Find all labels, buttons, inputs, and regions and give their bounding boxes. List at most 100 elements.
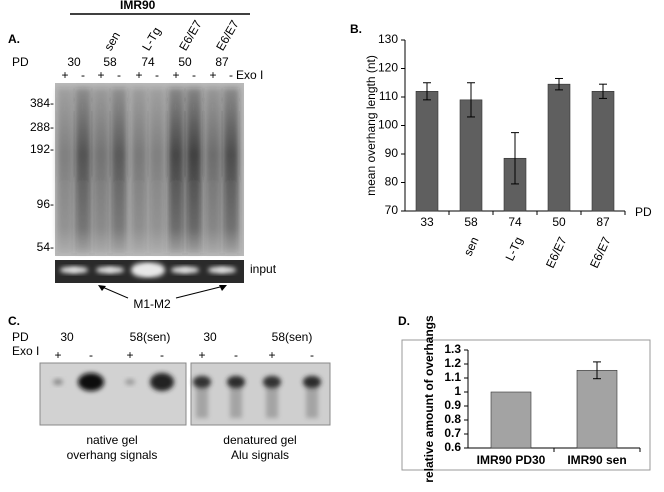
gel-lane xyxy=(186,88,202,253)
bar xyxy=(547,83,571,212)
x-tick-label: IMR90 sen xyxy=(567,453,626,467)
pd-label: PD xyxy=(12,330,29,344)
exo-sign: + xyxy=(126,348,133,362)
gel-smear xyxy=(230,378,242,418)
exo-sign: + xyxy=(135,68,142,82)
pd-value: 74 xyxy=(141,55,155,69)
input-band xyxy=(218,267,236,273)
y-tick-label: 1.2 xyxy=(444,356,461,370)
exo-sign: - xyxy=(192,68,196,82)
y-tick-label: 130 xyxy=(378,32,398,46)
x-category-name: E6/E7 xyxy=(587,234,614,270)
y-tick-label: 1.3 xyxy=(444,342,461,356)
pd-value: 30 xyxy=(67,55,81,69)
pd-value: 50 xyxy=(178,55,192,69)
exo-sign: - xyxy=(234,348,238,362)
sample-name: E6/E7 xyxy=(213,17,242,53)
exo-label: Exo I xyxy=(12,344,39,358)
y-tick-label: 0.6 xyxy=(444,440,461,454)
pd-label: PD xyxy=(12,55,29,69)
size-marker: 288- xyxy=(30,120,54,134)
input-band xyxy=(106,267,124,273)
x-tick-label: 74 xyxy=(508,215,522,229)
gel-lane xyxy=(149,88,165,253)
input-band xyxy=(70,267,88,273)
y-tick-label: 1.1 xyxy=(444,370,461,384)
pd-value: 58(sen) xyxy=(272,330,313,344)
exo-sign: - xyxy=(160,348,164,362)
sample-name: E6/E7 xyxy=(176,17,205,53)
gel-c-native xyxy=(39,362,187,426)
pd-value: 30 xyxy=(60,330,74,344)
size-marker: 54- xyxy=(37,240,54,254)
arrow xyxy=(175,285,225,299)
bar xyxy=(576,369,618,449)
gel-lane xyxy=(57,88,73,253)
exo-sign: + xyxy=(97,68,104,82)
arrow-label: M1-M2 xyxy=(133,297,171,311)
pd-value: 30 xyxy=(203,330,217,344)
pd-value: 87 xyxy=(215,55,229,69)
gel-smear xyxy=(306,378,318,418)
gel-lane xyxy=(205,88,221,253)
exo-sign: - xyxy=(89,348,93,362)
gel-spot xyxy=(125,379,135,385)
gel-caption: overhang signals xyxy=(67,448,158,462)
panel-label: D. xyxy=(398,314,410,328)
exo-label: Exo I xyxy=(236,68,263,82)
exo-sign: + xyxy=(198,348,205,362)
gel-caption: denatured gel xyxy=(223,433,296,447)
gel-caption: Alu signals xyxy=(231,448,289,462)
x-unit-label: PD xyxy=(635,205,652,219)
gel-lane xyxy=(168,88,184,253)
exo-sign: - xyxy=(229,68,233,82)
panel-label: B. xyxy=(350,22,362,36)
arrow-head xyxy=(219,285,227,291)
input-band xyxy=(181,267,199,273)
pd-value: 58 xyxy=(103,55,117,69)
gel-spot xyxy=(193,376,211,388)
y-tick-label: 120 xyxy=(378,61,398,75)
arrow-head xyxy=(98,285,106,291)
y-tick-label: 100 xyxy=(378,118,398,132)
x-tick-label: 58 xyxy=(464,215,478,229)
x-category-name: sen xyxy=(461,235,482,258)
cell-line: IMR90 xyxy=(120,0,156,12)
gel-smear xyxy=(196,378,208,418)
gel-lane xyxy=(223,88,239,253)
size-marker: 192- xyxy=(30,142,54,156)
bar xyxy=(490,391,532,449)
size-marker: 96- xyxy=(37,197,54,211)
bar xyxy=(415,91,439,212)
gel-spot xyxy=(263,376,281,388)
y-tick-label: 110 xyxy=(379,89,398,103)
chart-frame xyxy=(401,339,651,471)
y-axis-label: mean overhang length (nt) xyxy=(364,55,378,196)
y-tick-label: 70 xyxy=(385,203,399,217)
x-tick-label: 50 xyxy=(552,215,566,229)
exo-sign: - xyxy=(310,348,314,362)
gel-spot xyxy=(150,373,174,391)
x-category-name: L-Tg xyxy=(502,235,525,263)
x-category-name: E6/E7 xyxy=(543,234,570,270)
gel-lane xyxy=(75,88,91,253)
gel-smear xyxy=(266,378,278,418)
y-tick-label: 80 xyxy=(385,175,399,189)
y-tick-label: 0.9 xyxy=(444,398,461,412)
arrow xyxy=(99,285,129,299)
gel-spot xyxy=(303,376,321,388)
gel-spot xyxy=(78,373,104,391)
gel-caption: native gel xyxy=(86,433,137,447)
y-tick-label: 0.7 xyxy=(444,426,461,440)
gel-lane xyxy=(93,88,109,253)
gel-lane xyxy=(111,88,127,253)
y-axis-label: relative amount of overhangs xyxy=(422,315,436,483)
y-tick-label: 0.8 xyxy=(444,412,461,426)
bar xyxy=(591,91,615,212)
exo-sign: + xyxy=(172,68,179,82)
panel-label: C. xyxy=(8,314,20,328)
panel-label: A. xyxy=(8,32,20,46)
exo-sign: + xyxy=(268,348,275,362)
exo-sign: - xyxy=(155,68,159,82)
